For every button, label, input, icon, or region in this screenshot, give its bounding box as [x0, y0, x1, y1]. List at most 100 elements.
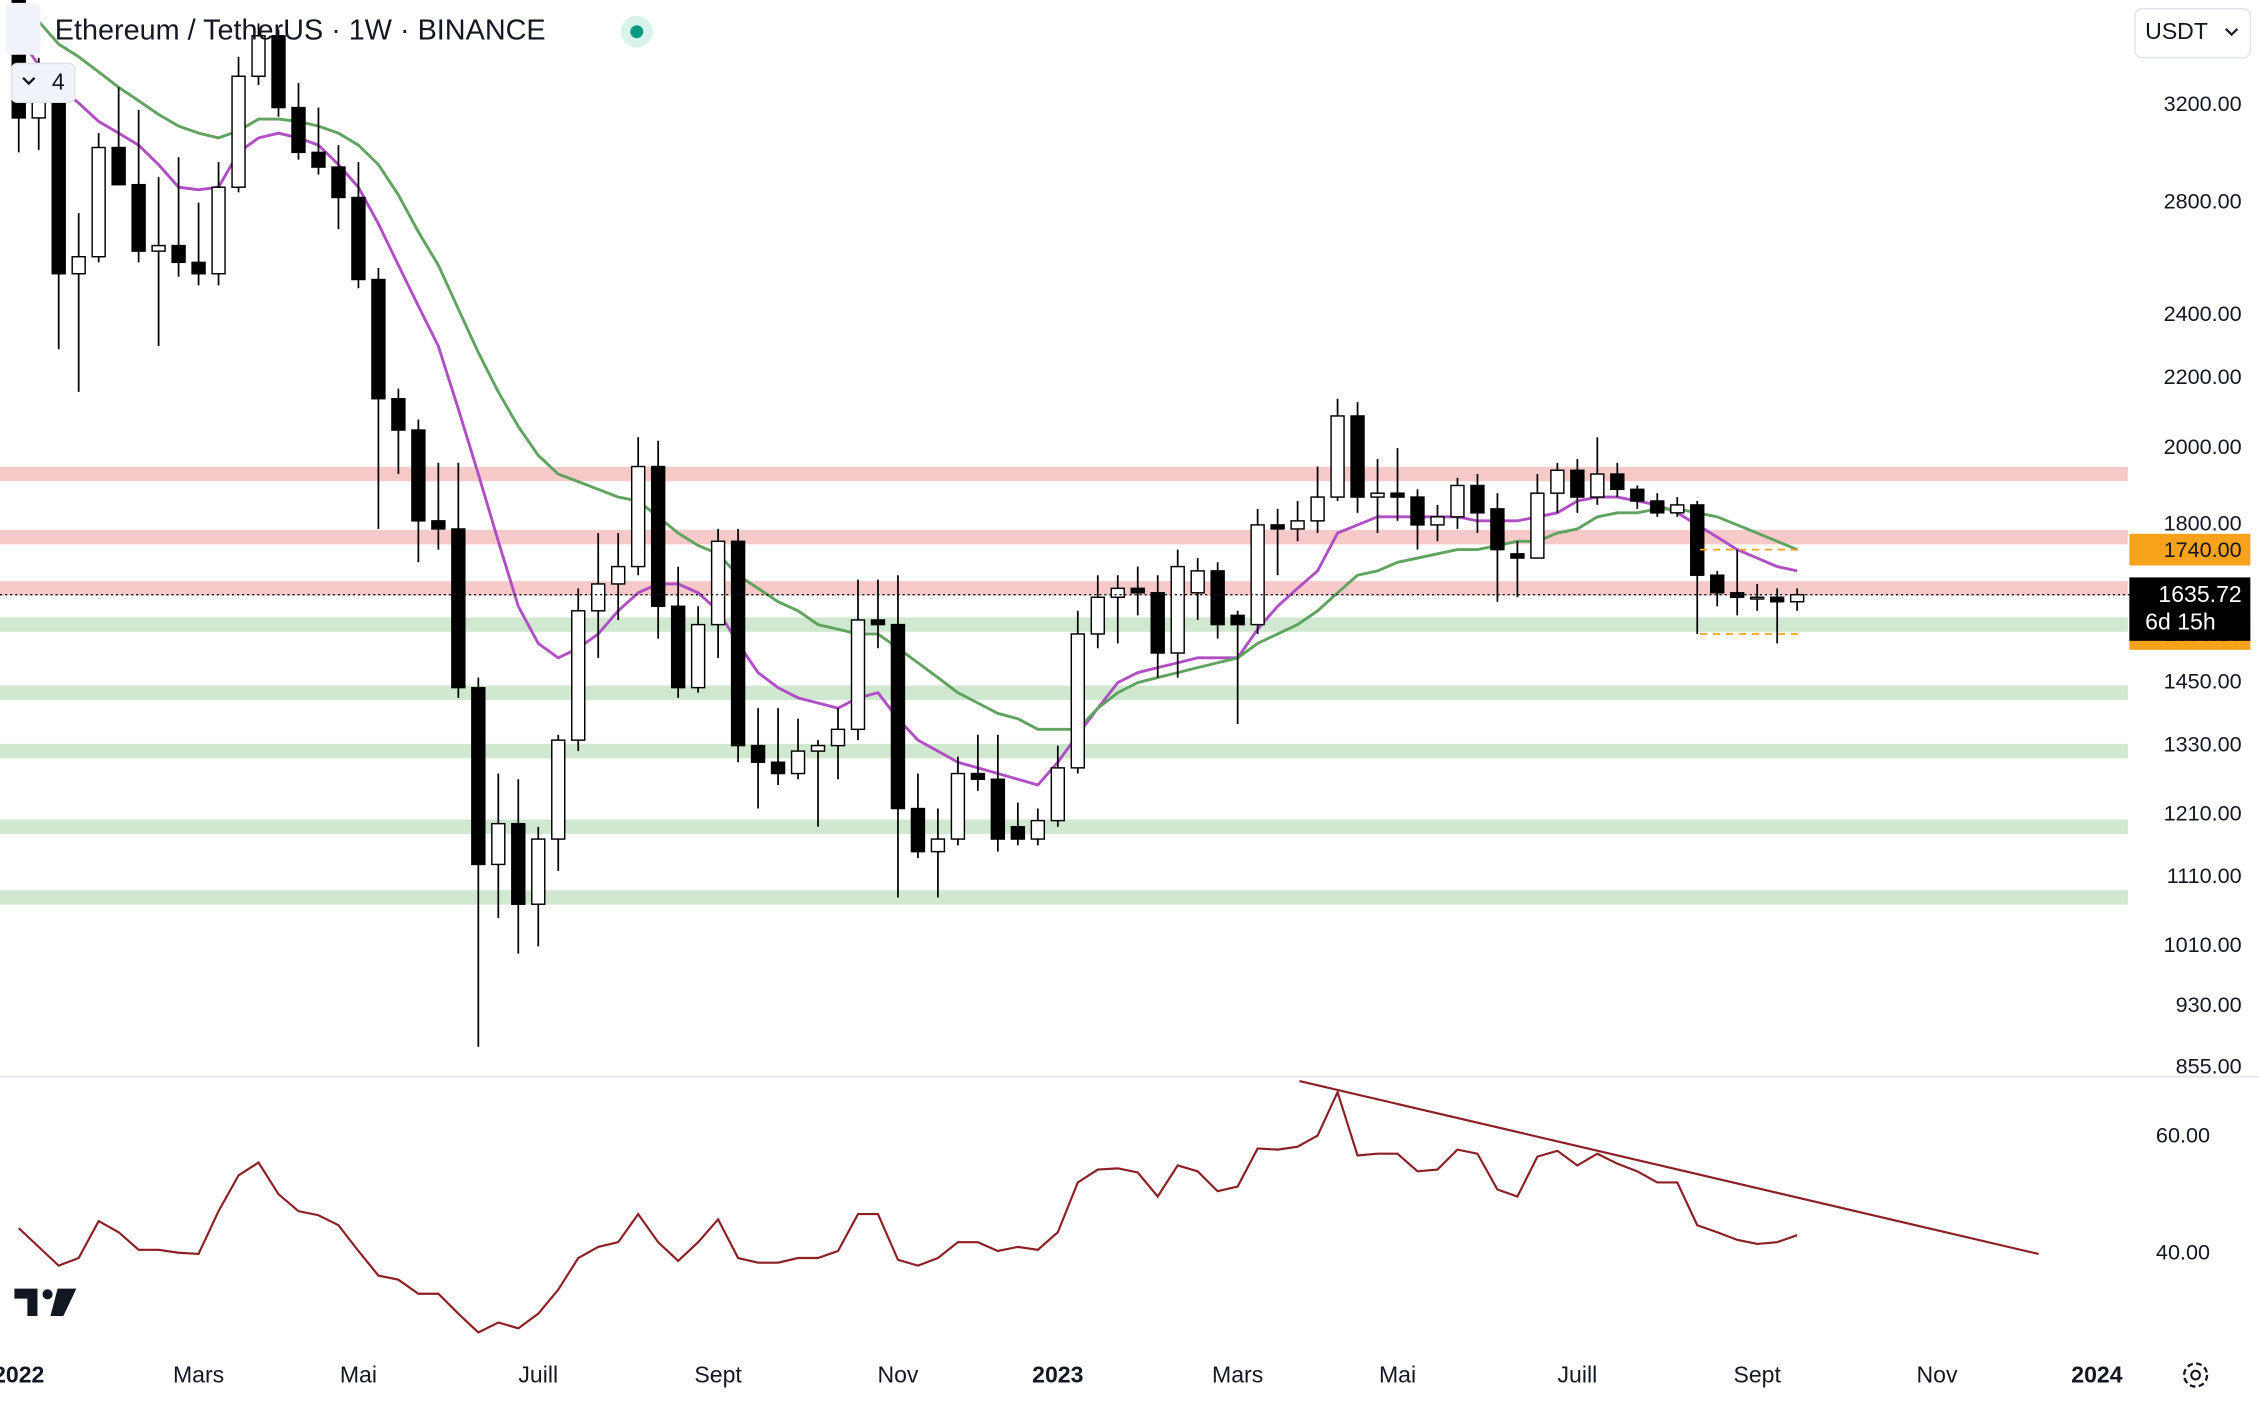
candle-body: [970, 772, 986, 780]
candle-body: [1490, 508, 1505, 551]
gear-center: [2190, 1369, 2201, 1381]
logo-part: [14, 1288, 38, 1316]
candle-body: [1390, 492, 1405, 498]
candle-body: [730, 540, 746, 747]
candle-body: [1630, 488, 1645, 502]
candle-body: [1350, 415, 1365, 498]
candle-body: [930, 838, 946, 853]
x-tick-label: 2023: [1032, 1362, 1083, 1388]
plot-layer: [0, 0, 2128, 1334]
candle-body: [271, 35, 286, 109]
x-tick-label: 2022: [0, 1362, 44, 1388]
logo-part: [50, 1288, 77, 1316]
settings-button[interactable]: [2182, 1362, 2209, 1388]
candle-body: [1470, 484, 1485, 514]
candle-body: [491, 822, 506, 866]
candle-body: [1430, 516, 1445, 526]
toggle-button[interactable]: [10, 62, 76, 104]
candle-body: [830, 728, 846, 747]
candle-body: [571, 610, 586, 741]
logo-part: [42, 1289, 53, 1300]
candle-body: [1570, 469, 1585, 498]
zone: [0, 581, 2128, 596]
last-price-box: [2129, 577, 2251, 641]
zone: [0, 890, 2128, 905]
chart-title: Ethereum / TetherUS · 1W · BINANCE: [55, 14, 546, 46]
x-tick-label: Juill: [1558, 1362, 1598, 1388]
candle-body: [1050, 767, 1066, 822]
candle-body: [810, 744, 826, 752]
zone: [0, 466, 2128, 482]
price-label-box: [2129, 533, 2251, 566]
candle-body: [451, 528, 466, 689]
zone: [0, 685, 2128, 700]
currency-label: USDT: [2145, 18, 2208, 44]
candle-body: [1330, 415, 1345, 498]
chevron: [2225, 28, 2239, 37]
last-price-label: 1635.72: [2158, 581, 2241, 607]
candle-body: [1190, 570, 1205, 594]
candle-body: [511, 822, 526, 905]
candle-body: [171, 244, 186, 264]
zone: [0, 617, 2128, 632]
y-tick-label: 1010.00: [2164, 932, 2242, 957]
candle-body: [690, 623, 706, 689]
candle-body: [191, 261, 206, 275]
zone: [0, 819, 2128, 834]
candle-body: [531, 838, 546, 905]
trend-line: [1299, 1079, 2039, 1256]
candle-body: [291, 106, 306, 154]
candle-body: [1590, 473, 1605, 498]
zone: [0, 529, 2128, 545]
y-tick-label: 2200.00: [2164, 364, 2242, 389]
candle-body: [1230, 614, 1245, 626]
rsi-line: [17, 1089, 1798, 1334]
currency-box[interactable]: [2134, 7, 2252, 59]
candle-body: [990, 778, 1006, 840]
x-tick-label: Mai: [340, 1362, 377, 1388]
candle-body: [1010, 825, 1026, 840]
indicator-count: 4: [52, 69, 65, 95]
candle-body: [331, 166, 346, 199]
candle-body: [51, 75, 66, 275]
candle-body: [391, 397, 406, 431]
candle-body: [910, 807, 926, 853]
candle-body: [750, 744, 766, 763]
candle-body: [71, 255, 86, 275]
currency-button[interactable]: USDT: [2134, 7, 2252, 59]
candle-body: [1210, 570, 1225, 626]
x-tick-label: Nov: [1917, 1362, 1958, 1388]
candle-body: [1530, 492, 1545, 559]
candle-body: [231, 75, 246, 188]
candle-body: [1610, 473, 1625, 491]
candle-body: [630, 465, 646, 568]
candle-body: [790, 750, 806, 775]
y-tick-label: 1110.00: [2167, 863, 2242, 888]
gear[interactable]: [2182, 1362, 2209, 1388]
candle-body: [111, 146, 126, 186]
rsi-tick-label: 60.00: [2156, 1122, 2210, 1147]
candle-body: [151, 244, 166, 252]
candle-body: [1250, 524, 1265, 626]
candle-body: [770, 761, 786, 775]
candle-body: [1769, 596, 1785, 603]
indicator-toggle[interactable]: 4: [10, 62, 76, 104]
candle-body: [710, 540, 726, 626]
symbol-icon: [5, 2, 41, 55]
x-tick-label: Mars: [173, 1362, 224, 1388]
y-tick-label: 2800.00: [2164, 188, 2242, 213]
candle-body: [1450, 484, 1465, 518]
candle-body: [890, 623, 906, 810]
x-tick-label: 2024: [2071, 1362, 2122, 1388]
candle-body: [411, 429, 426, 522]
candle-body: [1690, 504, 1705, 576]
candle-body: [1070, 633, 1085, 769]
x-tick-label: Nov: [877, 1362, 918, 1388]
candle-body: [870, 619, 886, 626]
x-tick-label: Mars: [1212, 1362, 1263, 1388]
candle-body: [1090, 596, 1105, 635]
candle-body: [591, 583, 606, 612]
candle-body: [1310, 496, 1325, 522]
